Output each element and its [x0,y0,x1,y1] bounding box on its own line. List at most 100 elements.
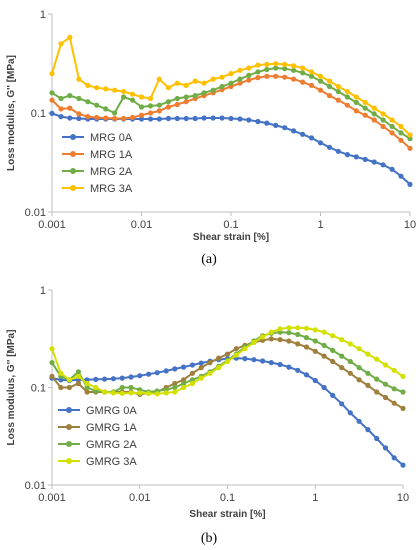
data-point [382,362,389,368]
data-point [291,128,297,134]
data-point [382,394,389,401]
data-point [380,162,386,168]
data-point [110,390,116,396]
legend-label: GMRG 0A [86,405,137,417]
data-point [353,99,359,105]
data-point [216,365,222,371]
data-point [347,341,353,347]
data-point [391,400,397,406]
data-point [163,368,169,374]
data-point [264,61,270,67]
data-point [237,116,243,122]
data-point [303,372,310,378]
data-point [330,347,336,353]
data-point [260,358,266,364]
series-gmrg-3a [49,325,406,397]
data-point [353,154,359,160]
legend-entry: GMRG 0A [58,405,137,417]
data-point [371,117,377,123]
data-point [335,148,341,154]
data-point [246,117,252,123]
data-point [344,152,350,158]
data-point [264,66,270,73]
series-mrg-2a [49,65,413,142]
data-point [330,333,336,339]
data-point [49,90,55,96]
data-point [165,115,171,122]
data-point [67,115,73,121]
data-point [339,365,345,371]
data-point [192,78,198,84]
data-point [156,76,162,82]
data-point [246,72,252,78]
data-point [295,341,301,347]
data-point [138,112,145,118]
legend-marker [66,458,72,464]
data-point [189,370,195,376]
data-point [129,114,136,121]
data-point [382,445,389,451]
data-point [174,115,180,122]
data-point [389,123,395,130]
data-point [339,353,345,359]
data-point [371,111,377,117]
data-point [192,93,198,99]
data-point [128,374,134,380]
data-point [300,70,306,76]
data-point [317,78,324,84]
data-point [273,61,279,67]
series-mrg-1a [49,73,413,151]
x-tick-label: 1 [317,219,323,231]
data-point [181,380,187,387]
data-point [291,67,297,73]
data-point [198,365,204,371]
data-point [356,365,362,371]
data-point [303,335,310,341]
data-point [198,360,204,366]
legend-label: MRG 3A [90,183,133,195]
data-point [277,326,283,332]
data-point [172,366,178,372]
data-point [129,97,136,103]
data-point [128,384,134,391]
data-point [216,355,222,361]
data-point [356,346,362,352]
data-point [371,159,377,165]
data-point [103,86,109,92]
data-point [49,360,55,366]
data-point [407,145,413,151]
data-point [110,376,116,382]
data-point [165,99,171,105]
legend-label: MRG 1A [90,149,133,161]
data-point [224,351,231,357]
data-point [58,95,64,102]
y-tick-label: 0.1 [31,108,46,120]
legend-entry: MRG 0A [62,132,133,144]
data-point [138,116,145,122]
data-point [321,342,327,348]
data-point [84,389,90,395]
legend-entry: MRG 3A [62,183,133,195]
data-point [389,117,395,123]
data-point [137,373,143,379]
data-point [407,132,413,138]
data-point [207,370,213,376]
data-point [49,373,55,379]
data-point [75,373,81,379]
data-point [242,356,248,362]
data-point [321,384,327,391]
data-point [67,34,73,41]
data-point [326,83,333,90]
data-point [255,75,261,81]
data-point [362,112,368,118]
data-point [400,373,406,379]
data-point [94,102,100,108]
data-point [371,105,377,111]
legend-marker [70,168,76,174]
data-point [156,108,162,114]
data-point [400,462,406,468]
legend-entry: MRG 2A [62,166,133,178]
data-point [317,73,324,79]
data-point [303,344,310,350]
y-axis-title: Loss modulus, G'' [MPa] [6,330,17,446]
